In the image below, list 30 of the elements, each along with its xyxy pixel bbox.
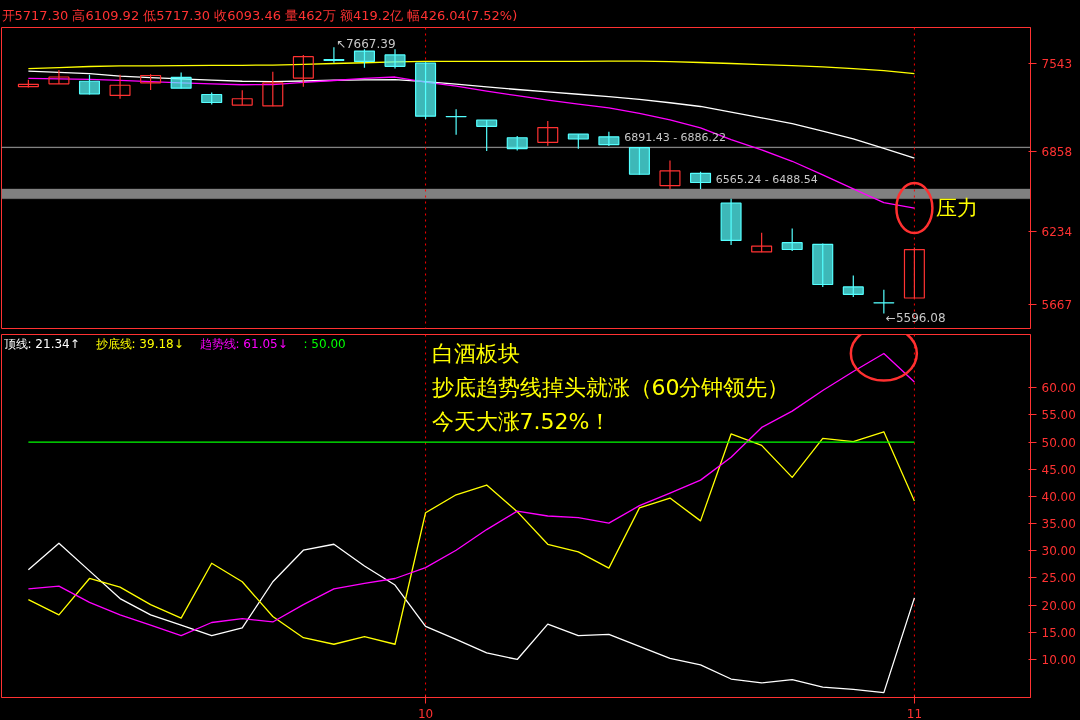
chart-title: 开5717.30 高6109.92 低5717.30 收6093.46 量462万 额419.2亿 幅426.04(7.52%) [1,7,518,23]
y-tick-label: 20.00 [1041,598,1076,613]
y-tick-label: 55.00 [1041,408,1076,423]
y-tick-label: 50.00 [1041,435,1076,450]
text: 抄底线: 39.18↓ [95,336,184,351]
band-label: 6565.24 - 6488.54 [715,172,818,186]
y-tick-label: 45.00 [1041,462,1076,477]
y-tick-label: 35.00 [1041,517,1076,532]
y-tick-label: 15.00 [1041,625,1076,640]
y-tick-label: 10.00 [1041,652,1076,667]
y-tick-label: 25.00 [1041,571,1076,586]
annotation: 白酒板块 [431,340,520,366]
y-tick-label: 6858 [1041,144,1073,159]
band-label: 6891.43 - 6886.22 [624,130,727,144]
y-tick-label: 5667 [1041,297,1073,312]
y-tick-label: 60.00 [1041,381,1076,396]
text: : 50.00 [303,336,346,351]
y-tick-label: 6234 [1041,225,1073,240]
text: 顶线: 21.34↑ [3,336,80,351]
text: 压力 [936,196,979,221]
x-tick-label: 10 [417,706,434,720]
annotation: ←5596.08 [885,310,946,325]
x-tick-label: 11 [906,706,923,720]
annotation: 今天大涨7.52%！ [431,408,612,434]
y-tick-label: 30.00 [1041,544,1076,559]
y-tick-label: 40.00 [1041,489,1076,504]
annotation: ↖7667.39 [335,37,396,52]
text: 趋势线: 61.05↓ [199,336,288,351]
y-tick-label: 7543 [1041,56,1073,71]
annotation: 抄底趋势线掉头就涨（60分钟领先） [431,374,790,400]
